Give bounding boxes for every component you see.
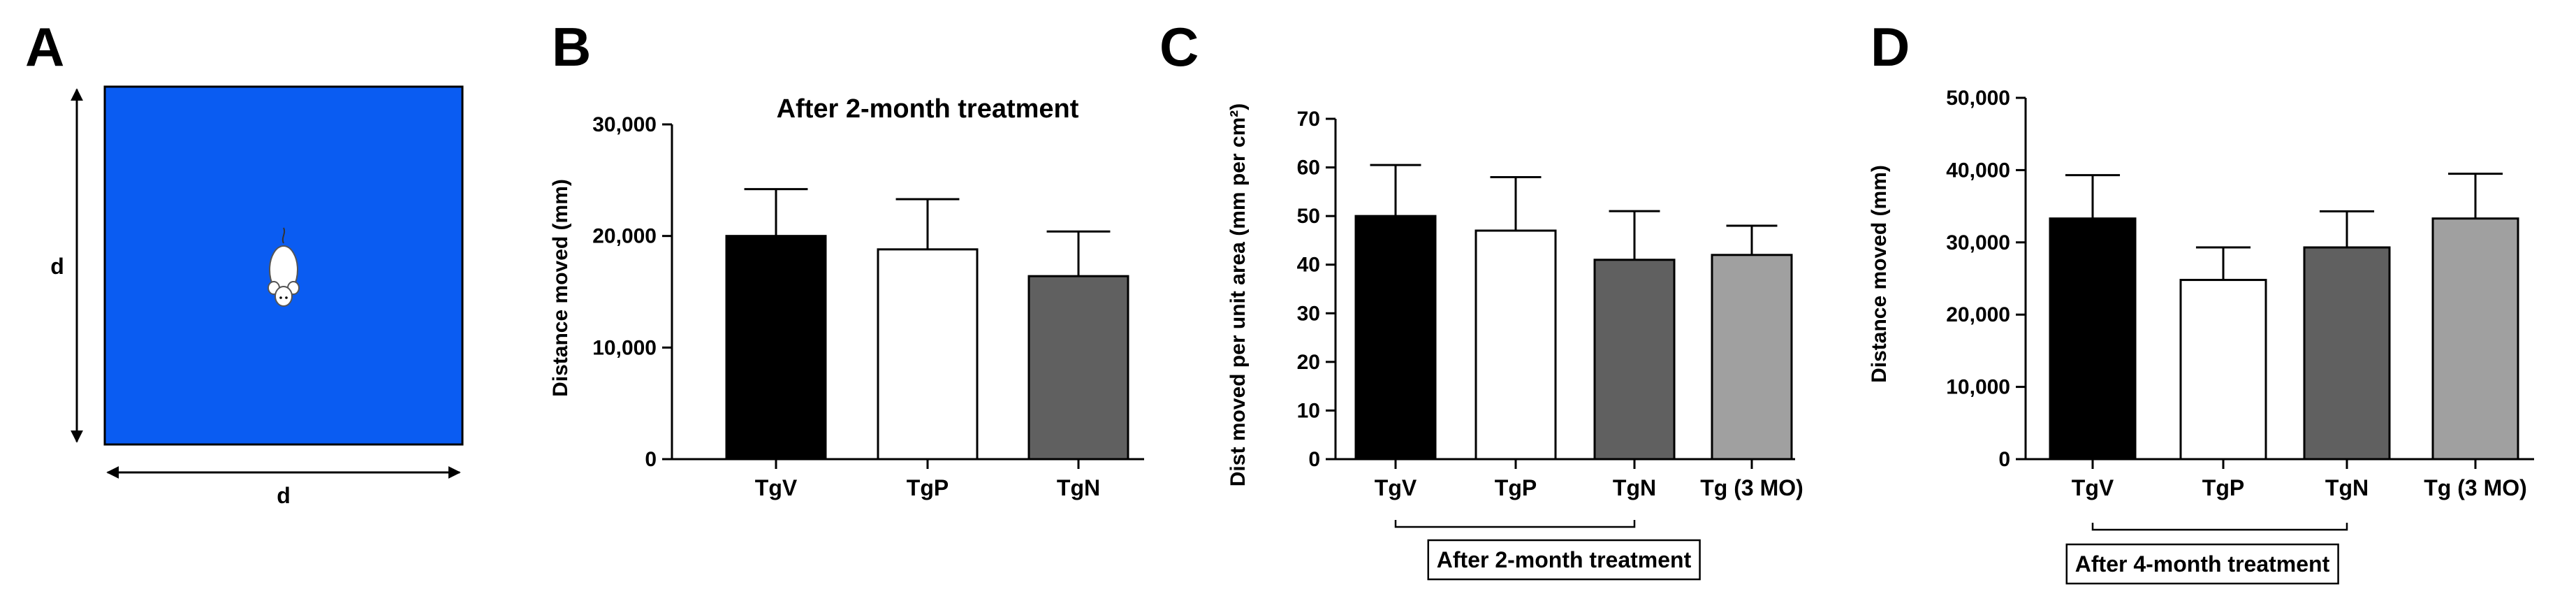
chart-c-category-label-tg-3-mo: Tg (3 MO) [1700, 475, 1803, 500]
chart-b-bar-tgp [877, 248, 979, 461]
chart-d-ytick-label: 40,000 [1946, 159, 2010, 182]
chart-c-ytick-label: 0 [1308, 448, 1320, 471]
chart-d-category-label-tgp: TgP [2202, 475, 2244, 500]
chart-d-category-label-tgn: TgN [2325, 475, 2369, 500]
chart-b-ytick-label: 30,000 [592, 113, 657, 136]
chart-b-title: After 2-month treatment [777, 94, 1079, 124]
chart-b-category-label-tgn: TgN [1057, 475, 1100, 500]
chart-d-bracket-label: After 4-month treatment [2075, 551, 2330, 577]
panel-letter-d: D [1871, 16, 1910, 78]
chart-c-bar-tg-3-mo [1711, 254, 1793, 461]
chart-b-category-label-tgp: TgP [907, 475, 949, 500]
chart-c-category-label-tgp: TgP [1495, 475, 1537, 500]
chart-c-ytick-label: 30 [1297, 302, 1320, 325]
chart-b-category-label-tgv: TgV [755, 475, 798, 500]
panel-d-chart: Distance moved (mm) After 4-month treatm… [1868, 87, 2534, 585]
chart-d-ylabel: Distance moved (mm) [1868, 165, 1891, 383]
chart-d-ytick-label: 20,000 [1946, 303, 2010, 326]
chart-c-ytick-label: 40 [1297, 254, 1320, 277]
chart-b-ytick-label: 10,000 [592, 336, 657, 359]
panel-c-chart: Dist moved per unit area (mm per cm²) Af… [1227, 103, 1803, 581]
chart-c-category-label-tgv: TgV [1375, 475, 1417, 500]
chart-b-ytick-label: 20,000 [592, 225, 657, 248]
chart-c-ytick-label: 20 [1297, 351, 1320, 374]
chart-c-category-label-tgn: TgN [1613, 475, 1656, 500]
chart-c-bracket-label: After 2-month treatment [1437, 547, 1692, 572]
chart-d-bar-tg-3-mo [2431, 217, 2519, 461]
chart-d-ytick-label: 30,000 [1946, 231, 2010, 254]
chart-d-ytick-label: 50,000 [1946, 87, 2010, 110]
panel-letter-a: A [25, 16, 64, 78]
chart-c-ytick-label: 50 [1297, 205, 1320, 228]
mouse-icon [268, 227, 300, 307]
chart-d-ytick-label: 10,000 [1946, 376, 2010, 399]
chart-c-ytick-label: 60 [1297, 157, 1320, 180]
panel-b-chart: After 2-month treatment Distance moved (… [549, 94, 1144, 500]
chart-d-ytick-label: 0 [1998, 448, 2010, 471]
arena-width-label: d [277, 483, 291, 508]
chart-d-category-label-tgv: TgV [2072, 475, 2114, 500]
chart-d-bracket-label-box [2065, 543, 2339, 585]
chart-d-bar-tgn [2303, 246, 2391, 461]
chart-d-bar-tgv [2049, 217, 2137, 461]
chart-d-treatment-bracket [2091, 523, 2348, 531]
chart-c-bracket-label-box [1427, 539, 1701, 581]
panel-letter-c: C [1159, 16, 1199, 78]
chart-c-bar-tgv [1354, 215, 1437, 461]
arena-height-label: d [50, 254, 64, 279]
chart-c-ytick-label: 10 [1297, 399, 1320, 422]
chart-b-bar-tgv [725, 235, 827, 461]
chart-d-bar-tgp [2179, 279, 2267, 461]
chart-c-ytick-label: 70 [1297, 108, 1320, 131]
chart-d-category-label-tg-3-mo: Tg (3 MO) [2424, 475, 2527, 500]
chart-c-bar-tgp [1474, 229, 1557, 461]
chart-b-ylabel: Distance moved (mm) [549, 179, 572, 397]
chart-b-ytick-label: 0 [645, 448, 657, 471]
chart-c-bar-tgn [1593, 259, 1676, 461]
chart-c-ylabel: Dist moved per unit area (mm per cm²) [1227, 103, 1250, 486]
panel-a-arena: d d [50, 85, 464, 508]
chart-c-treatment-bracket [1394, 520, 1636, 528]
panel-letter-b: B [552, 16, 591, 78]
chart-b-bar-tgn [1027, 275, 1129, 461]
